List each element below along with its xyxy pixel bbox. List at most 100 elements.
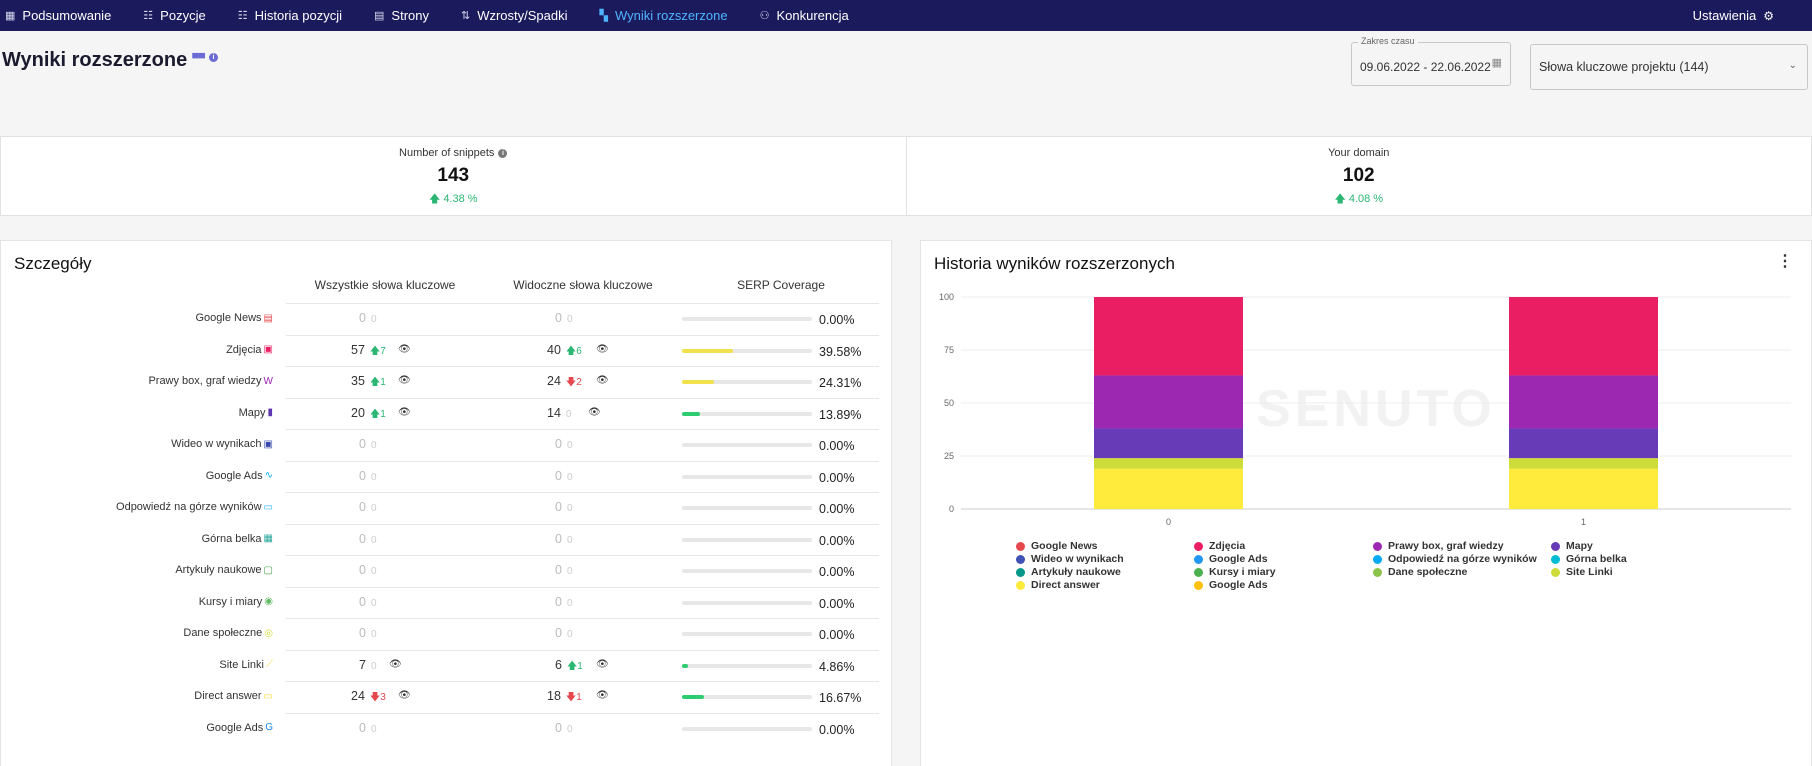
eye-icon[interactable]: 👁 xyxy=(596,343,609,355)
nav-wzrosty-spadki[interactable]: ⇅ Wzrosty/Spadki xyxy=(456,0,573,31)
bar-segment[interactable] xyxy=(1094,458,1243,469)
legend-dot xyxy=(1373,567,1382,577)
chevron-down-icon[interactable]: ⌄ xyxy=(1788,60,1797,71)
bar-segment[interactable] xyxy=(1509,297,1658,376)
table-row: Wideo w wynikach ▣ 0 0 0 0 0.00% xyxy=(1,429,893,460)
legend-item[interactable]: Site Linki xyxy=(1551,566,1613,578)
legend-dot xyxy=(1016,554,1025,564)
legend-item[interactable]: Google News xyxy=(1016,540,1098,552)
feature-icon: ▮ xyxy=(267,407,273,418)
visible-keywords-count: 6 🡅1 xyxy=(555,657,583,672)
legend-item[interactable]: Mapy xyxy=(1551,540,1593,552)
date-range-field[interactable]: Zakres czasu 09.06.2022 - 22.06.2022 ▦ xyxy=(1351,36,1511,86)
bar-segment[interactable] xyxy=(1509,428,1658,459)
coverage-bar xyxy=(682,726,812,731)
eye-icon[interactable]: 👁 xyxy=(398,406,411,418)
bar-segment[interactable] xyxy=(1094,297,1243,376)
row-label: Google Ads G xyxy=(206,721,273,734)
row-label: Górna belka ▦ xyxy=(201,532,273,545)
eye-icon[interactable]: 👁 xyxy=(398,690,411,701)
coverage-percent: 0.00% xyxy=(819,313,855,327)
details-panel: Szczegóły Wszystkie słowa kluczowe Widoc… xyxy=(0,240,892,766)
eye-icon[interactable]: 👁 xyxy=(596,658,609,670)
feature-icon: ▤ xyxy=(263,312,273,324)
date-range-label: Zakres czasu xyxy=(1358,36,1418,46)
info-icon[interactable]: i xyxy=(498,148,508,158)
nav-konkurencja[interactable]: ⚇ Konkurencja xyxy=(755,0,854,31)
legend-dot xyxy=(1373,541,1382,551)
eye-icon[interactable]: 👁 xyxy=(596,690,609,701)
legend-item[interactable]: Artykuły naukowe xyxy=(1016,566,1121,578)
nav-historia-pozycji[interactable]: ☷ Historia pozycji xyxy=(233,0,347,31)
feature-icon: W xyxy=(263,375,273,387)
nav-icon: ▤ xyxy=(374,10,385,22)
feature-icon: ▢ xyxy=(263,564,273,576)
nav-wyniki-rozszerzone[interactable]: ▚ Wyniki rozszerzone xyxy=(595,0,733,31)
row-divider xyxy=(286,555,879,556)
legend-item[interactable]: Direct answer xyxy=(1016,579,1100,591)
all-keywords-count: 35 🡅1 xyxy=(351,374,386,388)
visible-keywords-count: 18 🡇1 xyxy=(547,689,582,703)
coverage-percent: 0.00% xyxy=(819,596,855,611)
top-navigation: ▦ Podsumowanie ☷ Pozycje ☷ Historia pozycji ▤ S… xyxy=(0,0,1812,31)
bar-segment[interactable] xyxy=(1094,375,1243,429)
table-row: Górna belka ▦ 0 0 0 0 0.00% xyxy=(1,523,893,555)
y-tick-label: 50 xyxy=(944,398,954,408)
eye-icon[interactable]: 👁 xyxy=(398,343,411,355)
feature-icon: ◉ xyxy=(264,596,273,607)
more-menu-icon[interactable]: ⋮ xyxy=(1777,253,1793,270)
calendar-icon[interactable]: ▦ xyxy=(1491,57,1502,69)
legend-item[interactable]: Odpowiedź na górze wyników xyxy=(1373,553,1537,565)
legend-item[interactable]: Górna belka xyxy=(1551,553,1627,565)
info-icon[interactable]: i xyxy=(209,53,218,62)
nav-icon: ☷ xyxy=(143,10,154,22)
settings-button[interactable]: Ustawienia ⚙ xyxy=(1693,0,1774,31)
nav-strony[interactable]: ▤ Strony xyxy=(369,0,434,31)
nav-podsumowanie[interactable]: ▦ Podsumowanie xyxy=(0,0,116,31)
x-tick-label: 1 xyxy=(1581,517,1586,527)
x-tick-label: 0 xyxy=(1166,517,1171,527)
eye-icon[interactable]: 👁 xyxy=(596,375,609,386)
table-row: Zdjęcia ▣ 57 🡅7 👁 40 🡅6 👁 39.58% xyxy=(1,334,893,366)
coverage-bar xyxy=(682,600,812,605)
nav-pozycje[interactable]: ☷ Pozycje xyxy=(138,0,210,31)
legend-item[interactable]: Google Ads xyxy=(1194,579,1268,591)
legend-item[interactable]: Prawy box, graf wiedzy xyxy=(1373,540,1504,552)
coverage-bar xyxy=(682,380,812,384)
y-tick-label: 100 xyxy=(939,292,954,302)
legend-item[interactable]: Google Ads xyxy=(1194,553,1268,565)
eye-icon[interactable]: 👁 xyxy=(588,406,601,418)
bar-segment[interactable] xyxy=(1509,468,1658,509)
bar-segment[interactable] xyxy=(1509,458,1658,469)
coverage-percent: 0.00% xyxy=(819,502,855,516)
row-label: Google Ads ∿ xyxy=(205,469,273,482)
row-divider xyxy=(286,586,879,588)
bar-segment[interactable] xyxy=(1509,375,1658,429)
row-label: Kursy i miary ◉ xyxy=(198,595,273,608)
coverage-percent: 0.00% xyxy=(819,470,855,485)
legend-item[interactable]: Kursy i miary xyxy=(1194,566,1276,578)
legend-item[interactable]: Dane społeczne xyxy=(1373,566,1467,578)
row-label: Direct answer ▭ xyxy=(194,690,273,702)
legend-item[interactable]: Zdjęcia xyxy=(1194,540,1245,552)
legend-item[interactable]: Wideo w wynikach xyxy=(1016,553,1124,565)
chart-title: Historia wyników rozszerzonych xyxy=(934,254,1175,273)
row-label: Artykuły naukowe ▢ xyxy=(175,564,273,576)
settings-label: Ustawienia xyxy=(1692,8,1757,23)
watermark: SENUTO xyxy=(1256,380,1496,438)
coverage-bar xyxy=(682,663,812,668)
bar-segment[interactable] xyxy=(1094,428,1243,459)
legend-dot xyxy=(1016,580,1025,590)
row-label: Site Linki ⟋ xyxy=(219,658,273,671)
stat-change: 🡅 4.38 % xyxy=(428,193,478,205)
column-header-visible-keywords: Widoczne słowa kluczowe xyxy=(513,278,653,292)
keywords-select[interactable]: Słowa kluczowe projektu (144) ⌄ xyxy=(1530,44,1808,90)
eye-icon[interactable]: 👁 xyxy=(389,658,402,670)
row-divider xyxy=(286,429,879,430)
coverage-bar xyxy=(682,443,812,447)
legend-dot xyxy=(1016,567,1025,577)
bar-segment[interactable] xyxy=(1094,468,1243,509)
eye-icon[interactable]: 👁 xyxy=(398,375,411,386)
table-row: Kursy i miary ◉ 0 0 0 0 0.00% xyxy=(1,586,893,618)
